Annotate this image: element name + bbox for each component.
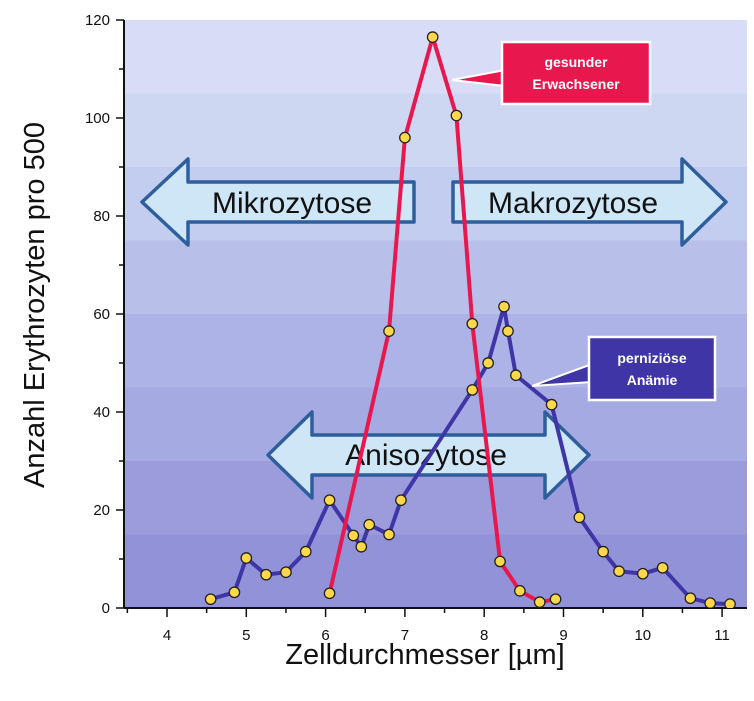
x-tick-label: 5 [242,627,250,644]
anemia-data-point [573,511,586,524]
y-tick-label: 0 [102,600,110,617]
makrozytose-arrow: Makrozytose [451,157,728,247]
anemia-data-point [395,494,407,507]
background-bands [124,20,747,609]
anemia-data-point [280,566,292,579]
healthy-data-point [383,325,395,337]
axes: 0 20 40 60 80 100 120 4 5 6 7 8 9 10 11 [85,12,747,644]
background-band [124,93,747,168]
y-tick-label: 80 [93,208,110,225]
x-tick-label: 7 [401,627,409,644]
anisozytose-label: Anisozytose [345,439,507,472]
mikrozytose-arrow: Mikrozytose [140,157,416,247]
anemia-data-point [347,529,360,542]
mikrozytose-label: Mikrozytose [212,187,372,220]
anemia-callout-line2: Anämie [627,372,678,388]
x-tick-label: 6 [321,627,329,644]
y-tick-label: 20 [93,502,110,519]
healthy-data-point [323,587,336,600]
healthy-data-point [549,593,562,606]
x-tick-label: 11 [714,627,730,644]
anemia-callout-line1: perniziöse [617,350,686,366]
anemia-data-point [355,540,368,553]
healthy-data-point [450,109,463,122]
anemia-data-point [636,567,649,580]
mikrozytose-arrow-shape [140,157,416,247]
healthy-data-point [466,317,479,330]
anemia-data-point [510,369,522,382]
anemia-data-point [299,545,312,558]
anemia-data-point [240,552,253,564]
x-tick-label: 9 [559,627,567,644]
anemia-data-point [466,384,479,396]
anemia-data-point [383,528,395,541]
anemia-data-point [502,325,514,337]
makrozytose-arrow-shape [451,157,728,247]
healthy-data-point [514,584,526,597]
y-tick-label: 100 [85,110,110,127]
y-tick-label: 120 [85,12,110,29]
x-tick-label: 4 [163,627,171,644]
series-layer [204,31,736,608]
anemia-data-point [724,598,736,608]
makrozytose-label: Makrozytose [488,187,658,220]
anemia-data-point [597,545,610,558]
anemia-data-point [613,565,625,578]
anemia-data-point [656,561,669,574]
anemia-data-point [545,398,558,411]
healthy-callout: gesunder Erwachsener [451,40,652,106]
anemia-data-point [482,357,495,369]
x-tick-label: 8 [480,627,488,644]
healthy-series-line [327,35,558,605]
anemia-data-point [204,593,217,606]
healthy-callout-line2: Erwachsener [532,76,620,92]
y-tick-label: 60 [93,306,110,323]
anemia-data-point [228,586,241,599]
x-tick-label: 10 [634,627,651,644]
background-band [124,240,747,315]
anemia-data-point [363,518,376,531]
healthy-callout-line1: gesunder [544,54,608,70]
healthy-data-point [494,555,506,568]
anemia-data-point [684,592,697,605]
healthy-data-point [426,31,439,44]
background-band [124,20,747,94]
x-axis-title: Zelldurchmesser [µm] [285,639,564,671]
anemia-callout: perniziöse Anämie [531,335,717,402]
anemia-data-point [498,300,510,313]
anemia-data-point [260,568,272,581]
anemia-data-point [323,494,336,507]
y-tick-label: 40 [93,404,110,421]
anemia-data-point [704,597,717,608]
y-axis-title: Anzahl Erythrozyten pro 500 [19,122,51,488]
healthy-data-point [533,596,546,608]
healthy-data-point [399,131,411,144]
